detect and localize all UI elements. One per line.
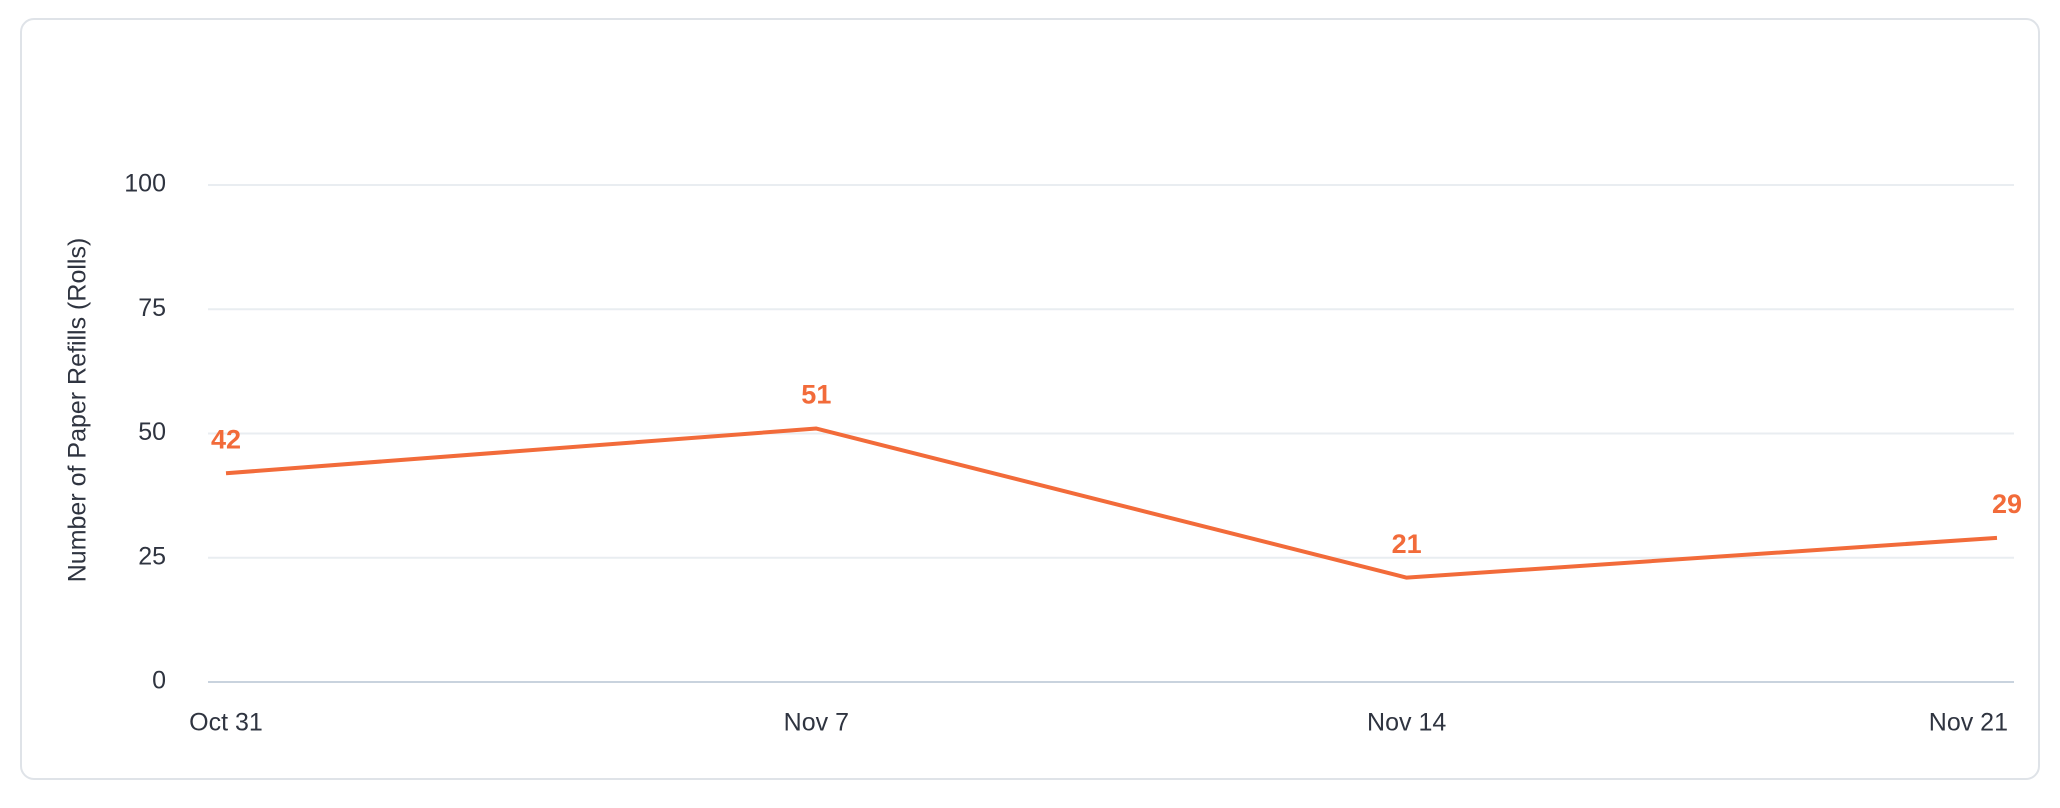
y-tick-label: 25 <box>138 542 166 570</box>
x-tick-label: Nov 14 <box>1367 709 1446 737</box>
data-label: 42 <box>211 424 241 454</box>
x-tick-label: Nov 21 <box>1929 709 2008 737</box>
y-tick-label: 100 <box>124 170 166 198</box>
y-axis-title: Number of Paper Refills (Rolls) <box>64 238 92 583</box>
line <box>225 426 1998 580</box>
data-label: 29 <box>1992 489 2022 519</box>
data-label: 51 <box>801 380 831 410</box>
y-tick-label: 50 <box>138 418 166 446</box>
data-label: 21 <box>1392 529 1422 559</box>
y-tick-label: 75 <box>138 294 166 322</box>
x-tick-label: Oct 31 <box>189 709 263 737</box>
x-tick-label: Nov 7 <box>784 709 849 737</box>
y-tick-label: 0 <box>152 667 166 695</box>
chart-card <box>20 18 2040 780</box>
